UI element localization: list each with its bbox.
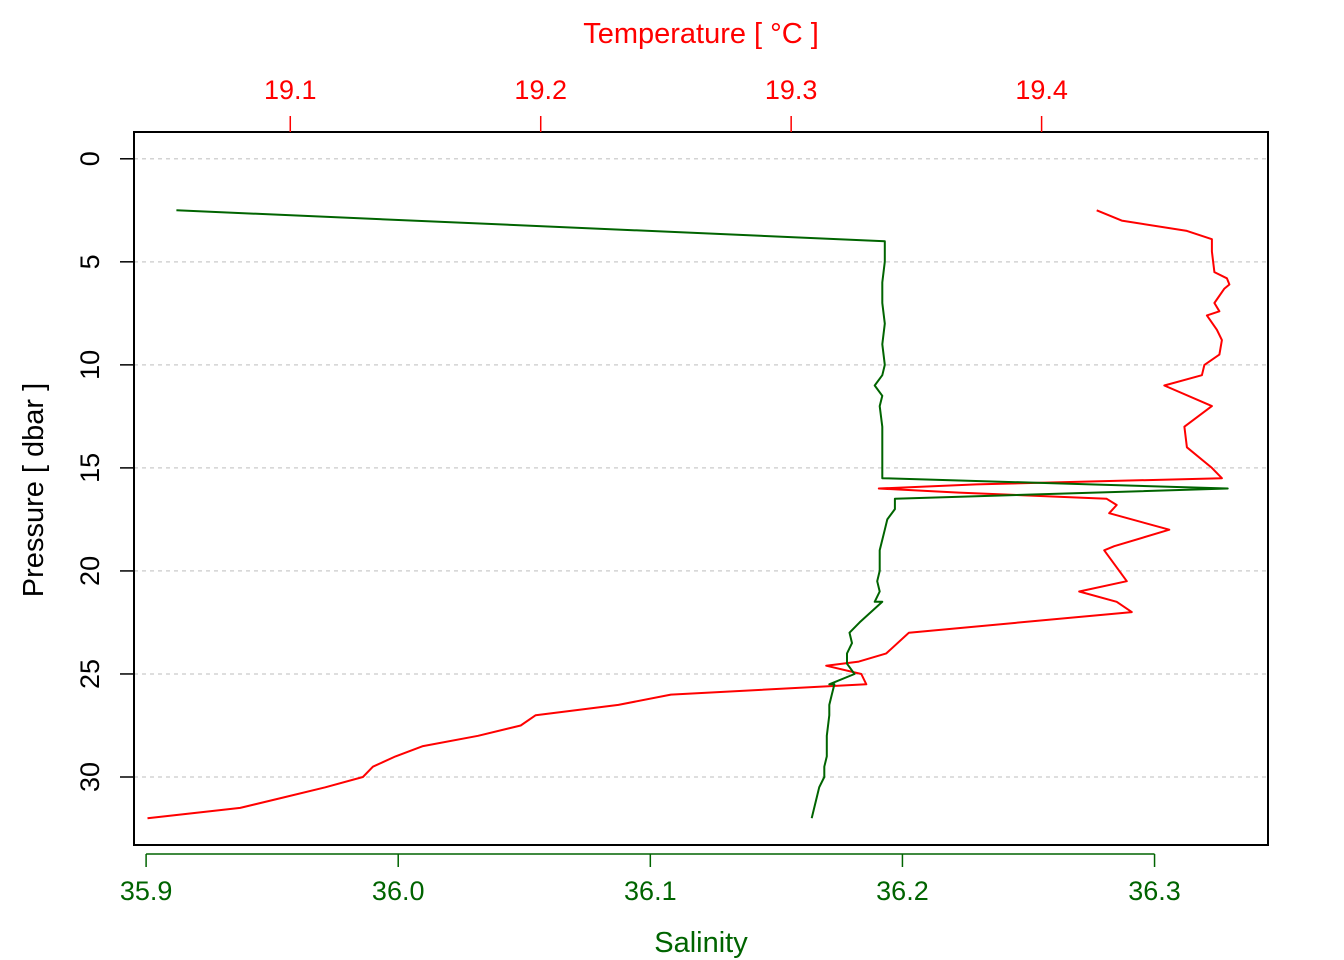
salinity-tick-label: 36.3 [1128,876,1181,906]
y-tick-label: 25 [75,659,105,689]
salinity-line [176,209,1229,819]
salinity-axis-title: Salinity [654,927,748,959]
salinity-axis: 35.9 36.0 36.1 36.2 36.3 [120,853,1181,906]
temperature-axis-title: Temperature [ °C ] [583,18,819,50]
temperature-tick-label: 19.1 [264,75,317,105]
salinity-tick-label: 36.0 [372,876,425,906]
salinity-tick-label: 36.1 [624,876,677,906]
temperature-axis: 19.1 19.2 19.3 19.4 [264,75,1068,132]
salinity-tick-label: 35.9 [120,876,173,906]
grid-lines [134,158,1268,778]
pressure-axis-title: Pressure [ dbar ] [18,383,50,597]
y-tick-label: 20 [75,556,105,586]
temperature-tick-label: 19.2 [514,75,567,105]
y-tick-label: 30 [75,762,105,792]
plot-frame [133,131,1269,846]
salinity-tick-label: 36.2 [876,876,929,906]
y-tick-label: 0 [75,151,105,166]
y-tick-label: 5 [75,254,105,269]
pressure-axis: 0 5 10 15 20 25 30 [75,151,134,792]
temperature-tick-label: 19.4 [1015,75,1068,105]
y-tick-label: 15 [75,453,105,483]
series-lines [147,209,1231,820]
temperature-line [147,209,1231,820]
temperature-tick-label: 19.3 [765,75,818,105]
y-tick-label: 10 [75,350,105,380]
